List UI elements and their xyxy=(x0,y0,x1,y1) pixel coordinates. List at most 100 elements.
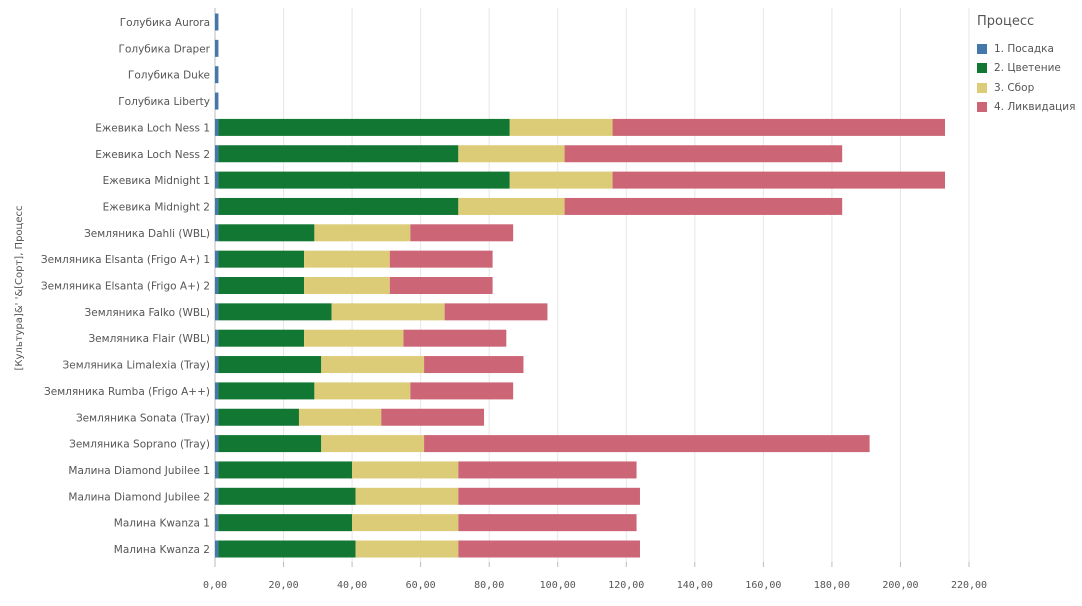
bar-segment-2[interactable] xyxy=(218,514,353,532)
bar-segment-2[interactable] xyxy=(218,277,305,294)
category-label: Малина Diamond Jubilee 2 xyxy=(68,491,210,503)
bar-segment-1[interactable] xyxy=(215,356,219,374)
bar-segment-2[interactable] xyxy=(218,408,299,426)
bar-segment-4[interactable] xyxy=(458,487,640,505)
x-tick-label: 160,00 xyxy=(745,580,781,591)
bar-segment-4[interactable] xyxy=(458,461,637,479)
bar-segment-4[interactable] xyxy=(424,356,524,374)
category-label: Земляника Soprano (Tray) xyxy=(69,439,210,451)
legend-label: 4. Ликвидация xyxy=(994,101,1076,114)
bar-segment-4[interactable] xyxy=(381,408,485,426)
bar-segment-3[interactable] xyxy=(298,408,382,426)
bar-segment-4[interactable] xyxy=(612,118,946,136)
bar-segment-3[interactable] xyxy=(458,145,565,163)
bar-segment-2[interactable] xyxy=(218,356,322,374)
bar-segment-2[interactable] xyxy=(218,487,356,505)
category-label: Голубика Draper xyxy=(119,43,211,55)
bar-segment-1[interactable] xyxy=(215,224,219,242)
bar-segment-2[interactable] xyxy=(218,250,305,268)
bar-segment-1[interactable] xyxy=(215,66,219,84)
bar-segment-1[interactable] xyxy=(215,514,219,532)
bar-segment-4[interactable] xyxy=(612,171,946,189)
bar-segment-4[interactable] xyxy=(389,277,493,294)
category-label: Земляника Elsanta (Frigo A+) 1 xyxy=(41,254,210,266)
bar-segment-2[interactable] xyxy=(218,382,315,400)
category-label: Ежевика Loch Ness 2 xyxy=(95,149,210,161)
bar-segment-3[interactable] xyxy=(509,171,613,189)
legend-swatch xyxy=(977,63,987,74)
legend-label: 1. Посадка xyxy=(994,42,1054,55)
bar-segment-1[interactable] xyxy=(215,382,219,400)
bar-segment-2[interactable] xyxy=(218,461,353,479)
bar-segment-4[interactable] xyxy=(410,382,514,400)
bar-segment-1[interactable] xyxy=(215,39,219,57)
bar-segment-1[interactable] xyxy=(215,171,219,189)
bar-segment-3[interactable] xyxy=(321,356,425,374)
bar-segment-4[interactable] xyxy=(458,540,640,558)
bar-segment-3[interactable] xyxy=(352,514,459,532)
bar-segment-4[interactable] xyxy=(564,197,843,215)
category-label: Земляника Elsanta (Frigo A+) 2 xyxy=(41,281,210,293)
bar-segment-1[interactable] xyxy=(215,13,219,31)
bar-segment-1[interactable] xyxy=(215,435,219,453)
legend-item[interactable]: 4. Ликвидация xyxy=(977,98,1082,118)
bar-segment-4[interactable] xyxy=(403,329,507,347)
category-label: Земляника Sonata (Tray) xyxy=(76,412,210,424)
bar-segment-4[interactable] xyxy=(444,303,548,321)
bar-segment-3[interactable] xyxy=(355,487,459,505)
bar-segment-2[interactable] xyxy=(218,171,510,189)
bar-segment-4[interactable] xyxy=(389,250,493,268)
bar-segment-2[interactable] xyxy=(218,224,315,242)
bar-segment-1[interactable] xyxy=(215,145,219,163)
x-tick-label: 0,00 xyxy=(203,580,227,591)
bar-segment-2[interactable] xyxy=(218,197,459,215)
y-axis-title: [Культура]&' '&[Сорт], Процесс xyxy=(14,206,25,371)
legend-swatch xyxy=(977,102,987,113)
bar-segment-1[interactable] xyxy=(215,461,219,479)
category-label: Земляника Rumba (Frigo A++) xyxy=(44,386,210,398)
bar-segment-4[interactable] xyxy=(424,435,870,453)
bar-segment-3[interactable] xyxy=(304,277,390,294)
bar-segment-1[interactable] xyxy=(215,329,219,347)
bar-segment-3[interactable] xyxy=(304,329,404,347)
bar-segment-1[interactable] xyxy=(215,250,219,268)
legend-item[interactable]: 1. Посадка xyxy=(977,39,1082,59)
category-label: Земляника Falko (WBL) xyxy=(85,307,210,319)
bar-segment-1[interactable] xyxy=(215,277,219,294)
bar-segment-1[interactable] xyxy=(215,92,219,110)
bar-segment-1[interactable] xyxy=(215,540,219,558)
bar-segment-1[interactable] xyxy=(215,118,219,136)
bar-segment-1[interactable] xyxy=(215,303,219,321)
bar-segment-2[interactable] xyxy=(218,303,332,321)
category-label: Ежевика Midnight 2 xyxy=(103,201,210,213)
bar-segment-3[interactable] xyxy=(321,435,425,453)
bar-segment-4[interactable] xyxy=(458,514,637,532)
bar-segment-3[interactable] xyxy=(314,224,411,242)
bar-segment-2[interactable] xyxy=(218,540,356,558)
bar-segment-2[interactable] xyxy=(218,118,510,136)
bar-segment-4[interactable] xyxy=(564,145,843,163)
x-tick-label: 140,00 xyxy=(677,580,713,591)
bar-segment-3[interactable] xyxy=(304,250,390,268)
bar-segment-1[interactable] xyxy=(215,487,219,505)
bar-segment-1[interactable] xyxy=(215,197,219,215)
x-tick-label: 120,00 xyxy=(608,580,644,591)
category-label: Земляника Limalexia (Tray) xyxy=(63,360,211,372)
legend-item[interactable]: 3. Сбор xyxy=(977,78,1082,98)
bar-segment-3[interactable] xyxy=(458,197,565,215)
legend-label: 2. Цветение xyxy=(994,62,1061,75)
bar-segment-1[interactable] xyxy=(215,408,219,426)
bar-segment-4[interactable] xyxy=(410,224,514,242)
legend-title: Процесс xyxy=(977,14,1035,29)
bar-segment-2[interactable] xyxy=(218,145,459,163)
bar-segment-2[interactable] xyxy=(218,435,322,453)
bar-segment-3[interactable] xyxy=(352,461,459,479)
category-label: Малина Kwanza 1 xyxy=(114,518,210,530)
bar-segment-3[interactable] xyxy=(355,540,459,558)
x-tick-label: 200,00 xyxy=(882,580,918,591)
bar-segment-3[interactable] xyxy=(509,118,613,136)
bar-segment-3[interactable] xyxy=(314,382,411,400)
bar-segment-3[interactable] xyxy=(331,303,445,321)
bar-segment-2[interactable] xyxy=(218,329,305,347)
legend-item[interactable]: 2. Цветение xyxy=(977,59,1082,79)
